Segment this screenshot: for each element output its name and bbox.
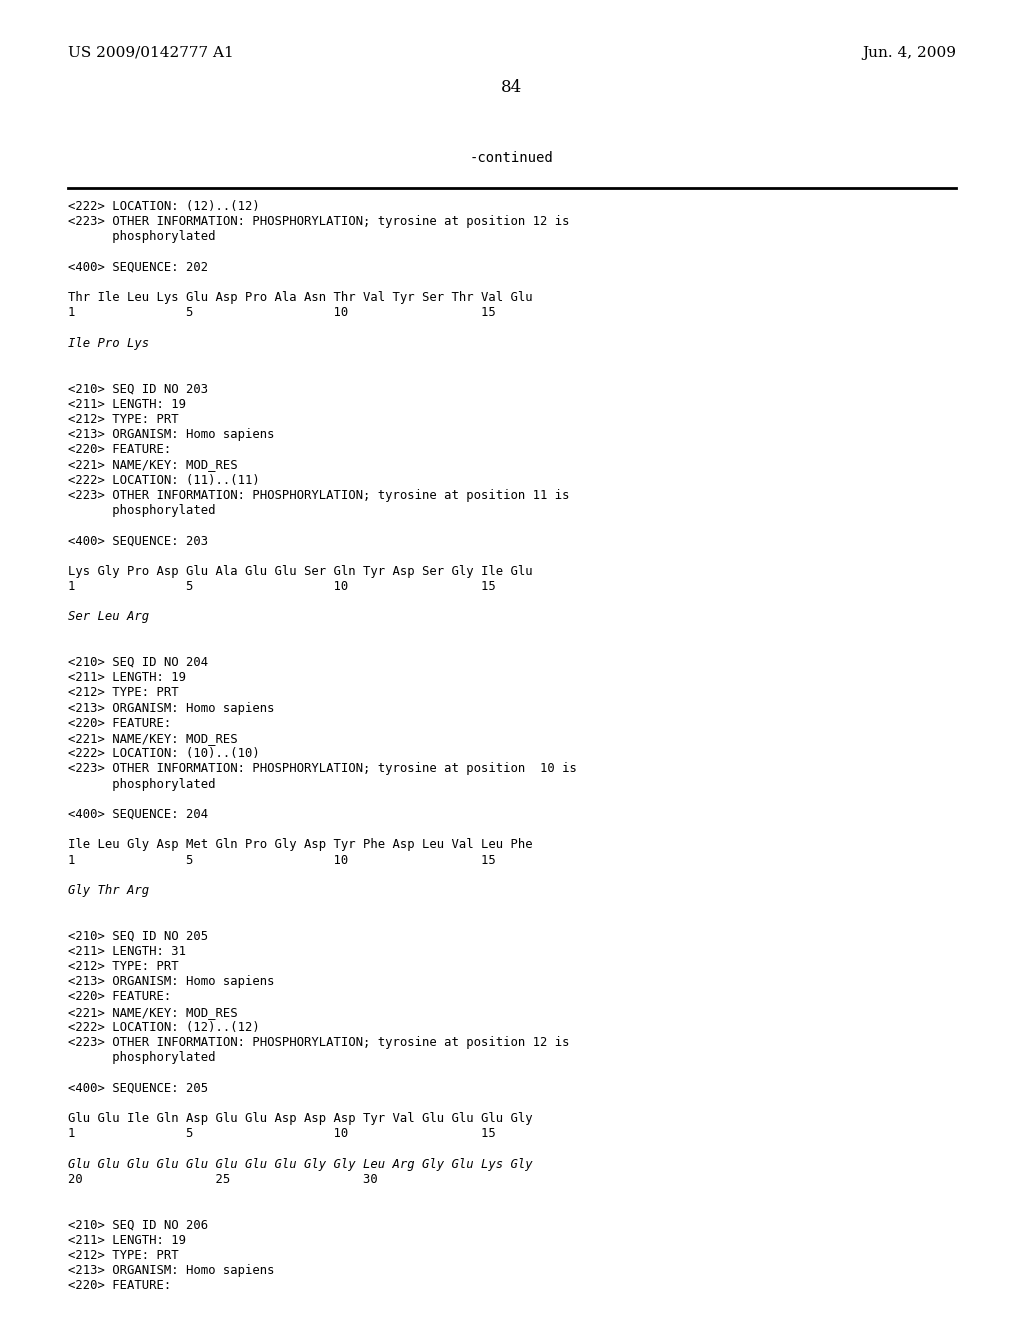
Text: <222> LOCATION: (10)..(10): <222> LOCATION: (10)..(10) xyxy=(68,747,260,760)
Text: Ser Leu Arg: Ser Leu Arg xyxy=(68,610,150,623)
Text: Glu Glu Ile Gln Asp Glu Glu Asp Asp Asp Tyr Val Glu Glu Glu Gly: Glu Glu Ile Gln Asp Glu Glu Asp Asp Asp … xyxy=(68,1111,532,1125)
Text: <221> NAME/KEY: MOD_RES: <221> NAME/KEY: MOD_RES xyxy=(68,458,238,471)
Text: 1               5                   10                  15: 1 5 10 15 xyxy=(68,306,496,319)
Text: <222> LOCATION: (12)..(12): <222> LOCATION: (12)..(12) xyxy=(68,1020,260,1034)
Text: phosphorylated: phosphorylated xyxy=(68,1051,215,1064)
Text: phosphorylated: phosphorylated xyxy=(68,504,215,517)
Text: 20                  25                  30: 20 25 30 xyxy=(68,1172,378,1185)
Text: <211> LENGTH: 19: <211> LENGTH: 19 xyxy=(68,1234,186,1246)
Text: <222> LOCATION: (11)..(11): <222> LOCATION: (11)..(11) xyxy=(68,474,260,487)
Text: <223> OTHER INFORMATION: PHOSPHORYLATION; tyrosine at position  10 is: <223> OTHER INFORMATION: PHOSPHORYLATION… xyxy=(68,763,577,775)
Text: <222> LOCATION: (12)..(12): <222> LOCATION: (12)..(12) xyxy=(68,201,260,213)
Text: 1               5                   10                  15: 1 5 10 15 xyxy=(68,579,496,593)
Text: <213> ORGANISM: Homo sapiens: <213> ORGANISM: Homo sapiens xyxy=(68,702,274,714)
Text: Lys Gly Pro Asp Glu Ala Glu Glu Ser Gln Tyr Asp Ser Gly Ile Glu: Lys Gly Pro Asp Glu Ala Glu Glu Ser Gln … xyxy=(68,565,532,578)
Text: Thr Ile Leu Lys Glu Asp Pro Ala Asn Thr Val Tyr Ser Thr Val Glu: Thr Ile Leu Lys Glu Asp Pro Ala Asn Thr … xyxy=(68,292,532,304)
Text: <223> OTHER INFORMATION: PHOSPHORYLATION; tyrosine at position 12 is: <223> OTHER INFORMATION: PHOSPHORYLATION… xyxy=(68,215,569,228)
Text: <213> ORGANISM: Homo sapiens: <213> ORGANISM: Homo sapiens xyxy=(68,428,274,441)
Text: <212> TYPE: PRT: <212> TYPE: PRT xyxy=(68,413,178,426)
Text: 1               5                   10                  15: 1 5 10 15 xyxy=(68,854,496,867)
Text: <223> OTHER INFORMATION: PHOSPHORYLATION; tyrosine at position 11 is: <223> OTHER INFORMATION: PHOSPHORYLATION… xyxy=(68,488,569,502)
Text: <210> SEQ ID NO 203: <210> SEQ ID NO 203 xyxy=(68,383,208,396)
Text: <212> TYPE: PRT: <212> TYPE: PRT xyxy=(68,1249,178,1262)
Text: <213> ORGANISM: Homo sapiens: <213> ORGANISM: Homo sapiens xyxy=(68,1265,274,1276)
Text: <400> SEQUENCE: 205: <400> SEQUENCE: 205 xyxy=(68,1081,208,1094)
Text: <211> LENGTH: 19: <211> LENGTH: 19 xyxy=(68,397,186,411)
Text: Ile Pro Lys: Ile Pro Lys xyxy=(68,337,150,350)
Text: Jun. 4, 2009: Jun. 4, 2009 xyxy=(862,46,956,59)
Text: 84: 84 xyxy=(502,79,522,96)
Text: phosphorylated: phosphorylated xyxy=(68,777,215,791)
Text: <220> FEATURE:: <220> FEATURE: xyxy=(68,1279,171,1292)
Text: <221> NAME/KEY: MOD_RES: <221> NAME/KEY: MOD_RES xyxy=(68,1006,238,1019)
Text: <210> SEQ ID NO 206: <210> SEQ ID NO 206 xyxy=(68,1218,208,1232)
Text: Ile Leu Gly Asp Met Gln Pro Gly Asp Tyr Phe Asp Leu Val Leu Phe: Ile Leu Gly Asp Met Gln Pro Gly Asp Tyr … xyxy=(68,838,532,851)
Text: <212> TYPE: PRT: <212> TYPE: PRT xyxy=(68,960,178,973)
Text: <400> SEQUENCE: 202: <400> SEQUENCE: 202 xyxy=(68,261,208,273)
Text: US 2009/0142777 A1: US 2009/0142777 A1 xyxy=(68,46,233,59)
Text: 1               5                   10                  15: 1 5 10 15 xyxy=(68,1127,496,1140)
Text: <220> FEATURE:: <220> FEATURE: xyxy=(68,444,171,457)
Text: <212> TYPE: PRT: <212> TYPE: PRT xyxy=(68,686,178,700)
Text: phosphorylated: phosphorylated xyxy=(68,231,215,243)
Text: <400> SEQUENCE: 203: <400> SEQUENCE: 203 xyxy=(68,535,208,548)
Text: Glu Glu Glu Glu Glu Glu Glu Glu Gly Gly Leu Arg Gly Glu Lys Gly: Glu Glu Glu Glu Glu Glu Glu Glu Gly Gly … xyxy=(68,1158,532,1171)
Text: <211> LENGTH: 31: <211> LENGTH: 31 xyxy=(68,945,186,958)
Text: <213> ORGANISM: Homo sapiens: <213> ORGANISM: Homo sapiens xyxy=(68,975,274,989)
Text: <223> OTHER INFORMATION: PHOSPHORYLATION; tyrosine at position 12 is: <223> OTHER INFORMATION: PHOSPHORYLATION… xyxy=(68,1036,569,1049)
Text: -continued: -continued xyxy=(470,150,554,165)
Text: <211> LENGTH: 19: <211> LENGTH: 19 xyxy=(68,671,186,684)
Text: Gly Thr Arg: Gly Thr Arg xyxy=(68,884,150,898)
Text: <400> SEQUENCE: 204: <400> SEQUENCE: 204 xyxy=(68,808,208,821)
Text: <210> SEQ ID NO 205: <210> SEQ ID NO 205 xyxy=(68,929,208,942)
Text: <221> NAME/KEY: MOD_RES: <221> NAME/KEY: MOD_RES xyxy=(68,733,238,744)
Text: <220> FEATURE:: <220> FEATURE: xyxy=(68,717,171,730)
Text: <220> FEATURE:: <220> FEATURE: xyxy=(68,990,171,1003)
Text: <210> SEQ ID NO 204: <210> SEQ ID NO 204 xyxy=(68,656,208,669)
